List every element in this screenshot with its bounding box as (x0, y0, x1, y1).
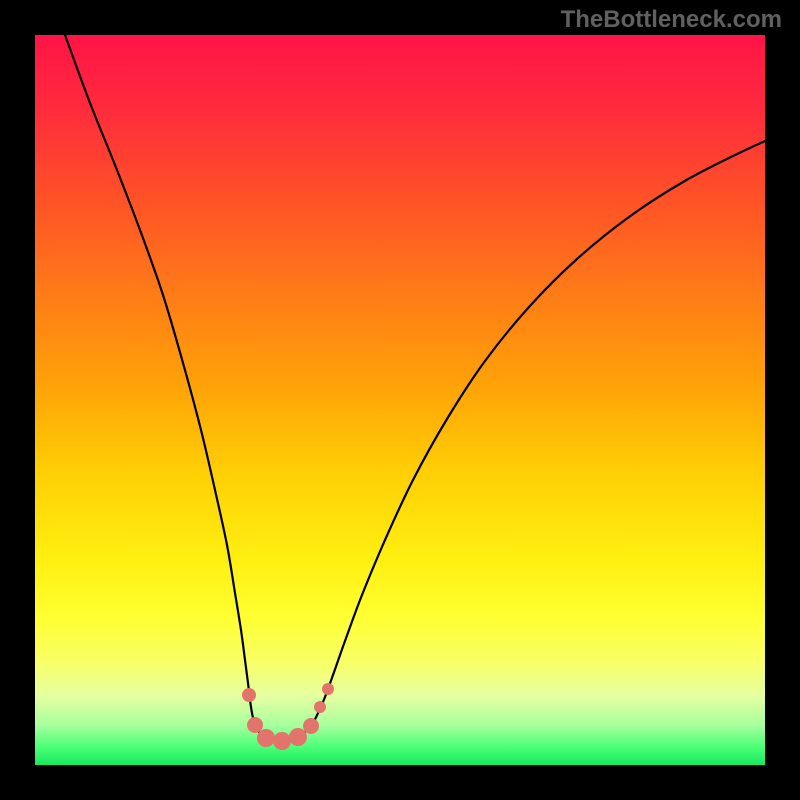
watermark-text: TheBottleneck.com (561, 6, 782, 34)
chart-svg (35, 35, 765, 765)
chart-frame: TheBottleneck.com (0, 0, 800, 800)
curve-marker (289, 728, 307, 746)
gradient-background (35, 35, 765, 765)
curve-marker (257, 729, 275, 747)
curve-marker (247, 717, 263, 733)
curve-marker (322, 683, 334, 695)
plot-area (35, 35, 765, 765)
curve-marker (303, 718, 319, 734)
curve-marker (314, 701, 326, 713)
curve-marker (242, 688, 256, 702)
curve-marker (273, 732, 291, 750)
